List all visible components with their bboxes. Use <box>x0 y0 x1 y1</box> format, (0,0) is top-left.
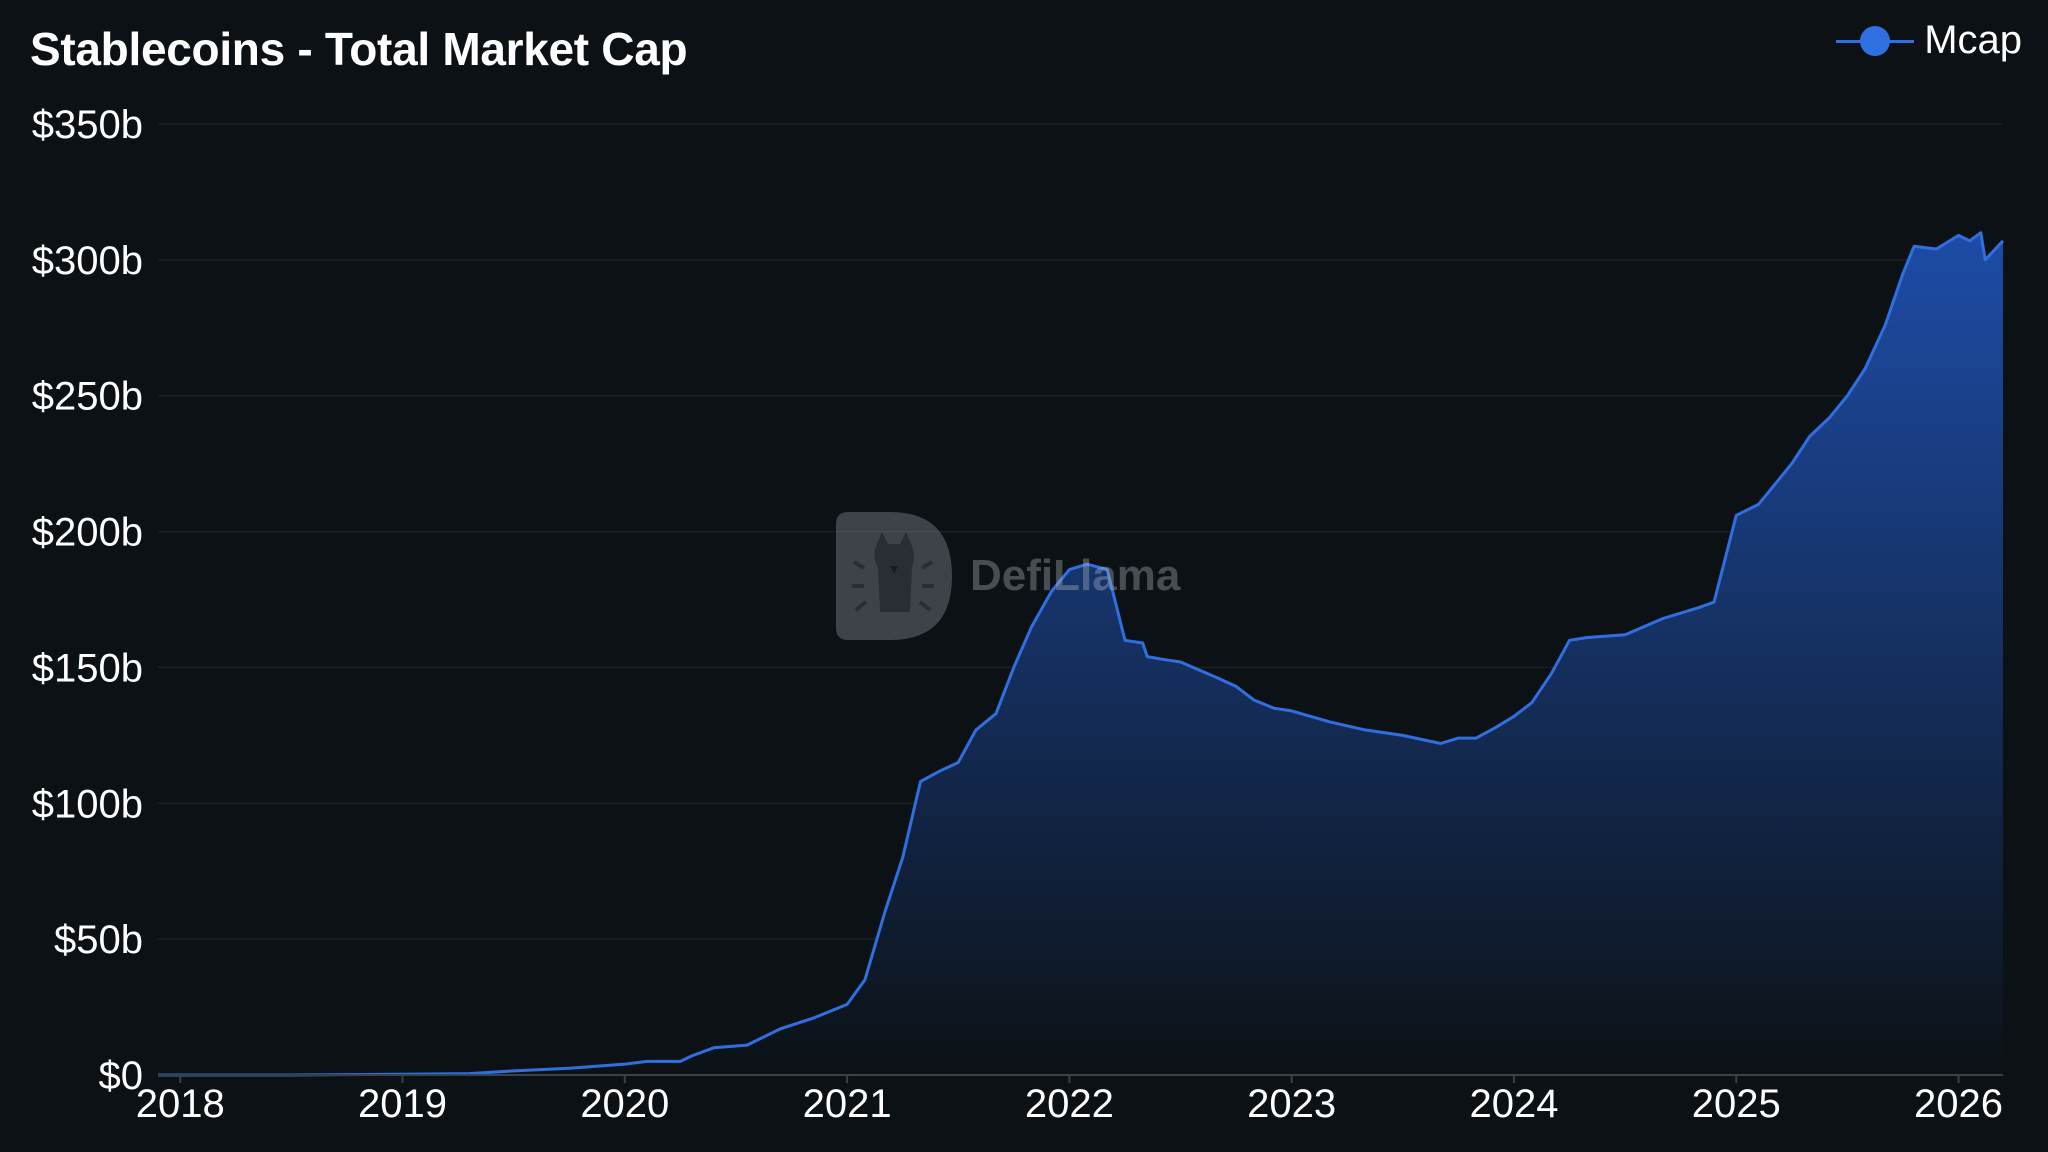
x-tick-label: 2018 <box>136 1082 225 1126</box>
data-point[interactable] <box>1863 367 1867 371</box>
x-tick-label: 2024 <box>1469 1082 1558 1126</box>
data-point[interactable] <box>1252 698 1256 702</box>
data-point[interactable] <box>1272 706 1276 710</box>
data-point[interactable] <box>678 1059 682 1063</box>
data-point[interactable] <box>1883 323 1887 327</box>
data-point[interactable] <box>1494 725 1498 729</box>
data-point[interactable] <box>974 728 978 732</box>
data-point[interactable] <box>1512 714 1516 718</box>
data-point[interactable] <box>994 712 998 716</box>
data-point[interactable] <box>1912 244 1916 248</box>
data-point[interactable] <box>1030 625 1034 629</box>
data-point[interactable] <box>1085 562 1089 566</box>
data-point[interactable] <box>1712 600 1716 604</box>
data-point[interactable] <box>1828 416 1832 420</box>
data-point[interactable] <box>1474 736 1478 740</box>
data-point[interactable] <box>1957 233 1961 237</box>
data-point[interactable] <box>1439 742 1443 746</box>
data-point[interactable] <box>1983 258 1987 262</box>
data-point[interactable] <box>645 1059 649 1063</box>
data-point[interactable] <box>1161 657 1165 661</box>
x-axis-ticks: 2018 2019 2020 2021 2022 2023 2024 2025 2026 <box>136 1082 2003 1126</box>
data-point[interactable] <box>1530 701 1534 705</box>
data-point[interactable] <box>1901 271 1905 275</box>
data-point[interactable] <box>919 780 923 784</box>
legend-item-mcap[interactable]: Mcap <box>1836 18 2022 63</box>
data-point[interactable] <box>623 1062 627 1066</box>
axis-layer <box>158 1074 2003 1083</box>
data-point[interactable] <box>1067 568 1071 572</box>
data-point[interactable] <box>1934 247 1938 251</box>
y-tick-label: $50b <box>54 918 143 962</box>
y-tick-label: $250b <box>32 375 143 419</box>
data-point[interactable] <box>863 978 867 982</box>
data-point[interactable] <box>1808 435 1812 439</box>
x-tick-label: 2023 <box>1247 1082 1336 1126</box>
x-tick-label: 2026 <box>1914 1082 2003 1126</box>
data-point[interactable] <box>1757 502 1761 506</box>
data-point[interactable] <box>778 1027 782 1031</box>
data-point[interactable] <box>1979 231 1983 235</box>
data-point[interactable] <box>1145 655 1149 659</box>
data-point[interactable] <box>2001 239 2005 243</box>
data-point[interactable] <box>1363 728 1367 732</box>
data-point[interactable] <box>1697 606 1701 610</box>
x-tick-label: 2022 <box>1025 1082 1114 1126</box>
data-point[interactable] <box>1550 671 1554 675</box>
area-fill <box>158 232 2003 1075</box>
series-line-mcap[interactable] <box>158 231 2005 1077</box>
series-area-mcap <box>158 232 2003 1075</box>
data-point[interactable] <box>1585 636 1589 640</box>
data-point[interactable] <box>956 761 960 765</box>
data-point[interactable] <box>1401 733 1405 737</box>
x-tick-label: 2021 <box>803 1082 892 1126</box>
data-point[interactable] <box>745 1043 749 1047</box>
data-point[interactable] <box>1012 665 1016 669</box>
data-point[interactable] <box>1968 239 1972 243</box>
data-point[interactable] <box>1290 709 1294 713</box>
y-tick-label: $100b <box>32 782 143 826</box>
x-tick-label: 2019 <box>358 1082 447 1126</box>
data-point[interactable] <box>512 1069 516 1073</box>
data-point[interactable] <box>1456 736 1460 740</box>
data-point[interactable] <box>1568 638 1572 642</box>
data-point[interactable] <box>1216 676 1220 680</box>
data-point[interactable] <box>1328 720 1332 724</box>
data-point[interactable] <box>845 1002 849 1006</box>
data-point[interactable] <box>1123 638 1127 642</box>
data-point[interactable] <box>712 1046 716 1050</box>
data-point[interactable] <box>1845 394 1849 398</box>
data-point[interactable] <box>939 769 943 773</box>
y-tick-label: $300b <box>32 239 143 283</box>
data-point[interactable] <box>883 910 887 914</box>
data-point[interactable] <box>812 1016 816 1020</box>
x-tick-label: 2025 <box>1692 1082 1781 1126</box>
y-tick-label: $200b <box>32 511 143 555</box>
data-point[interactable] <box>1734 513 1738 517</box>
legend-label: Mcap <box>1924 18 2022 62</box>
data-point[interactable] <box>1050 589 1054 593</box>
legend-marker-icon <box>1836 24 1915 58</box>
data-point[interactable] <box>1141 641 1145 645</box>
x-tick-label: 2020 <box>580 1082 669 1126</box>
y-axis-ticks: $0 $50b $100b $150b $200b $250b $300b $350b <box>32 103 143 1098</box>
data-point[interactable] <box>901 856 905 860</box>
data-point[interactable] <box>1623 633 1627 637</box>
chart-title: Stablecoins - Total Market Cap <box>30 23 688 75</box>
y-tick-label: $0 <box>99 1054 144 1098</box>
y-tick-label: $350b <box>32 103 143 147</box>
y-tick-label: $150b <box>32 646 143 690</box>
data-point[interactable] <box>567 1066 571 1070</box>
data-point[interactable] <box>1661 617 1665 621</box>
data-point[interactable] <box>1179 660 1183 664</box>
series-line-layer <box>158 231 2005 1077</box>
data-point[interactable] <box>690 1054 694 1058</box>
data-point[interactable] <box>1105 568 1109 572</box>
data-point[interactable] <box>1234 684 1238 688</box>
data-point[interactable] <box>1790 462 1794 466</box>
